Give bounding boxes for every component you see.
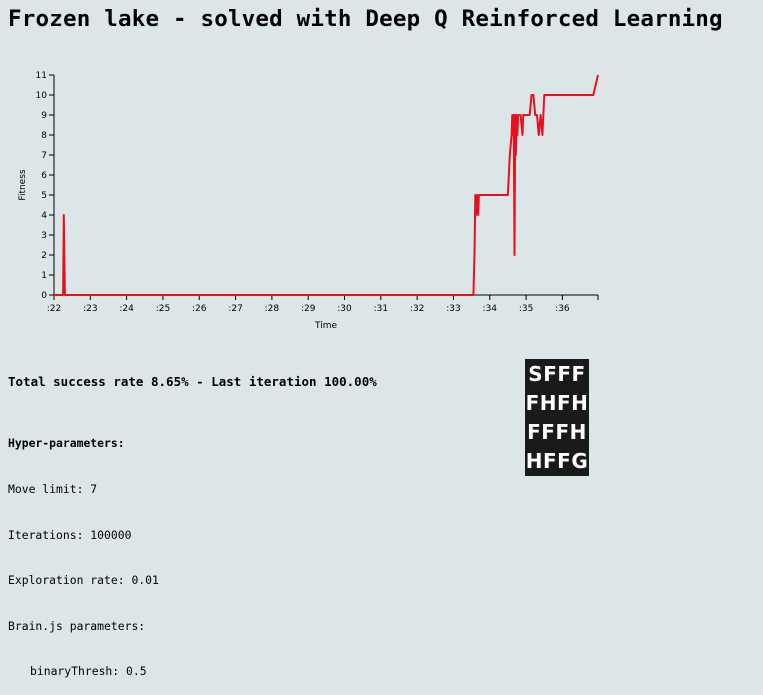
x-tick-label: :22 [47,304,61,314]
x-tick-label: :30 [337,304,352,314]
hyper-parameters-panel: Hyper-parameters: Move limit: 7 Iteratio… [8,406,159,695]
x-tick-label: :36 [555,304,570,314]
y-tick-label: 8 [41,131,47,141]
fitness-chart: 0 1 2 3 4 5 6 7 8 9 10 11 :22 :23 :24 :25 :26 :27 :28 :29 :3… [18,71,599,331]
y-tick-label: 0 [41,291,47,301]
y-tick-label: 6 [41,171,47,181]
fitness-series-line [54,74,599,296]
lake-grid-row: SFFF [528,362,586,386]
x-tick-label: :32 [410,304,424,314]
y-tick-label: 10 [36,91,48,101]
lake-grid-row: FFFH [527,420,587,444]
frozen-lake-grid: SFFF FHFH FFFH HFFG [525,359,589,476]
x-tick-label: :29 [301,304,316,314]
y-tick-label: 4 [41,211,47,221]
x-tick-label: :24 [119,304,134,314]
exploration-rate-value: Exploration rate: 0.01 [8,573,159,588]
y-axis-label: Fitness [18,169,28,200]
hyper-parameters-heading: Hyper-parameters: [8,436,125,451]
y-tick-label: 5 [41,191,47,201]
x-tick-label: :25 [156,304,170,314]
x-tick-label: :33 [446,304,460,314]
y-tick-label: 3 [41,231,47,241]
x-tick-label: :27 [228,304,242,314]
x-tick-label: :31 [374,304,388,314]
page-title: Frozen lake - solved with Deep Q Reinfor… [8,6,723,32]
x-tick-label: :23 [83,304,97,314]
y-tick-label: 2 [41,251,47,261]
x-tick-label: :35 [519,304,533,314]
success-rate-summary: Total success rate 8.65% - Last iteratio… [8,374,377,389]
move-limit-value: Move limit: 7 [8,482,98,497]
y-tick-label: 7 [41,151,47,161]
y-tick-label: 11 [36,71,47,81]
y-tick-label: 9 [41,111,47,121]
x-axis-label: Time [314,321,337,331]
lake-grid-row: FHFH [525,391,589,415]
binary-thresh-value: binaryThresh: 0.5 [30,664,147,679]
x-tick-label: :28 [265,304,280,314]
x-tick-label: :34 [483,304,498,314]
iterations-value: Iterations: 100000 [8,527,132,542]
brainjs-parameters-heading: Brain.js parameters: [8,618,146,633]
lake-grid-row: HFFG [525,449,589,473]
y-tick-label: 1 [41,271,47,281]
x-tick-label: :26 [192,304,207,314]
